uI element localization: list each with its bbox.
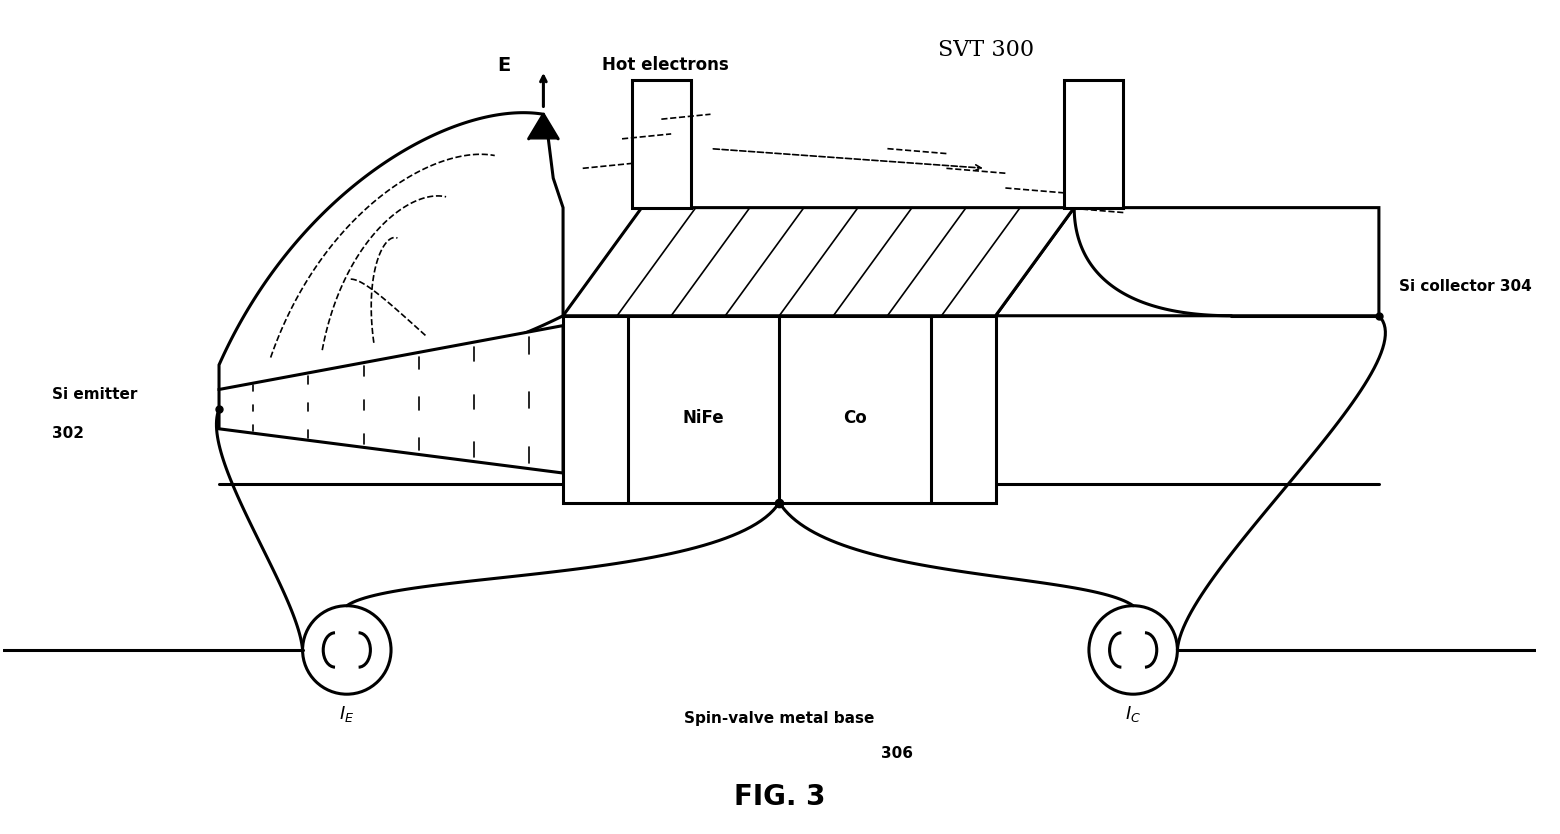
Polygon shape — [632, 80, 691, 208]
Text: Si emitter: Si emitter — [51, 387, 137, 402]
Text: 306: 306 — [881, 746, 913, 761]
Text: Si collector 304: Si collector 304 — [1399, 279, 1532, 294]
Bar — [563, 316, 995, 503]
Text: Hot electrons: Hot electrons — [602, 56, 729, 74]
Polygon shape — [995, 208, 1379, 316]
Text: E: E — [498, 56, 510, 74]
Text: $I_C$: $I_C$ — [1125, 704, 1142, 724]
Text: Co: Co — [842, 409, 867, 428]
Text: NiFe: NiFe — [683, 409, 724, 428]
Polygon shape — [218, 325, 563, 473]
Polygon shape — [529, 114, 558, 138]
Text: FIG. 3: FIG. 3 — [733, 783, 825, 811]
Text: SVT 300: SVT 300 — [938, 39, 1034, 62]
Polygon shape — [218, 113, 563, 390]
Text: 302: 302 — [51, 426, 84, 441]
Text: $I_E$: $I_E$ — [339, 704, 354, 724]
Polygon shape — [1064, 80, 1123, 208]
Polygon shape — [563, 208, 1075, 316]
Text: Spin-valve metal base: Spin-valve metal base — [685, 711, 875, 726]
